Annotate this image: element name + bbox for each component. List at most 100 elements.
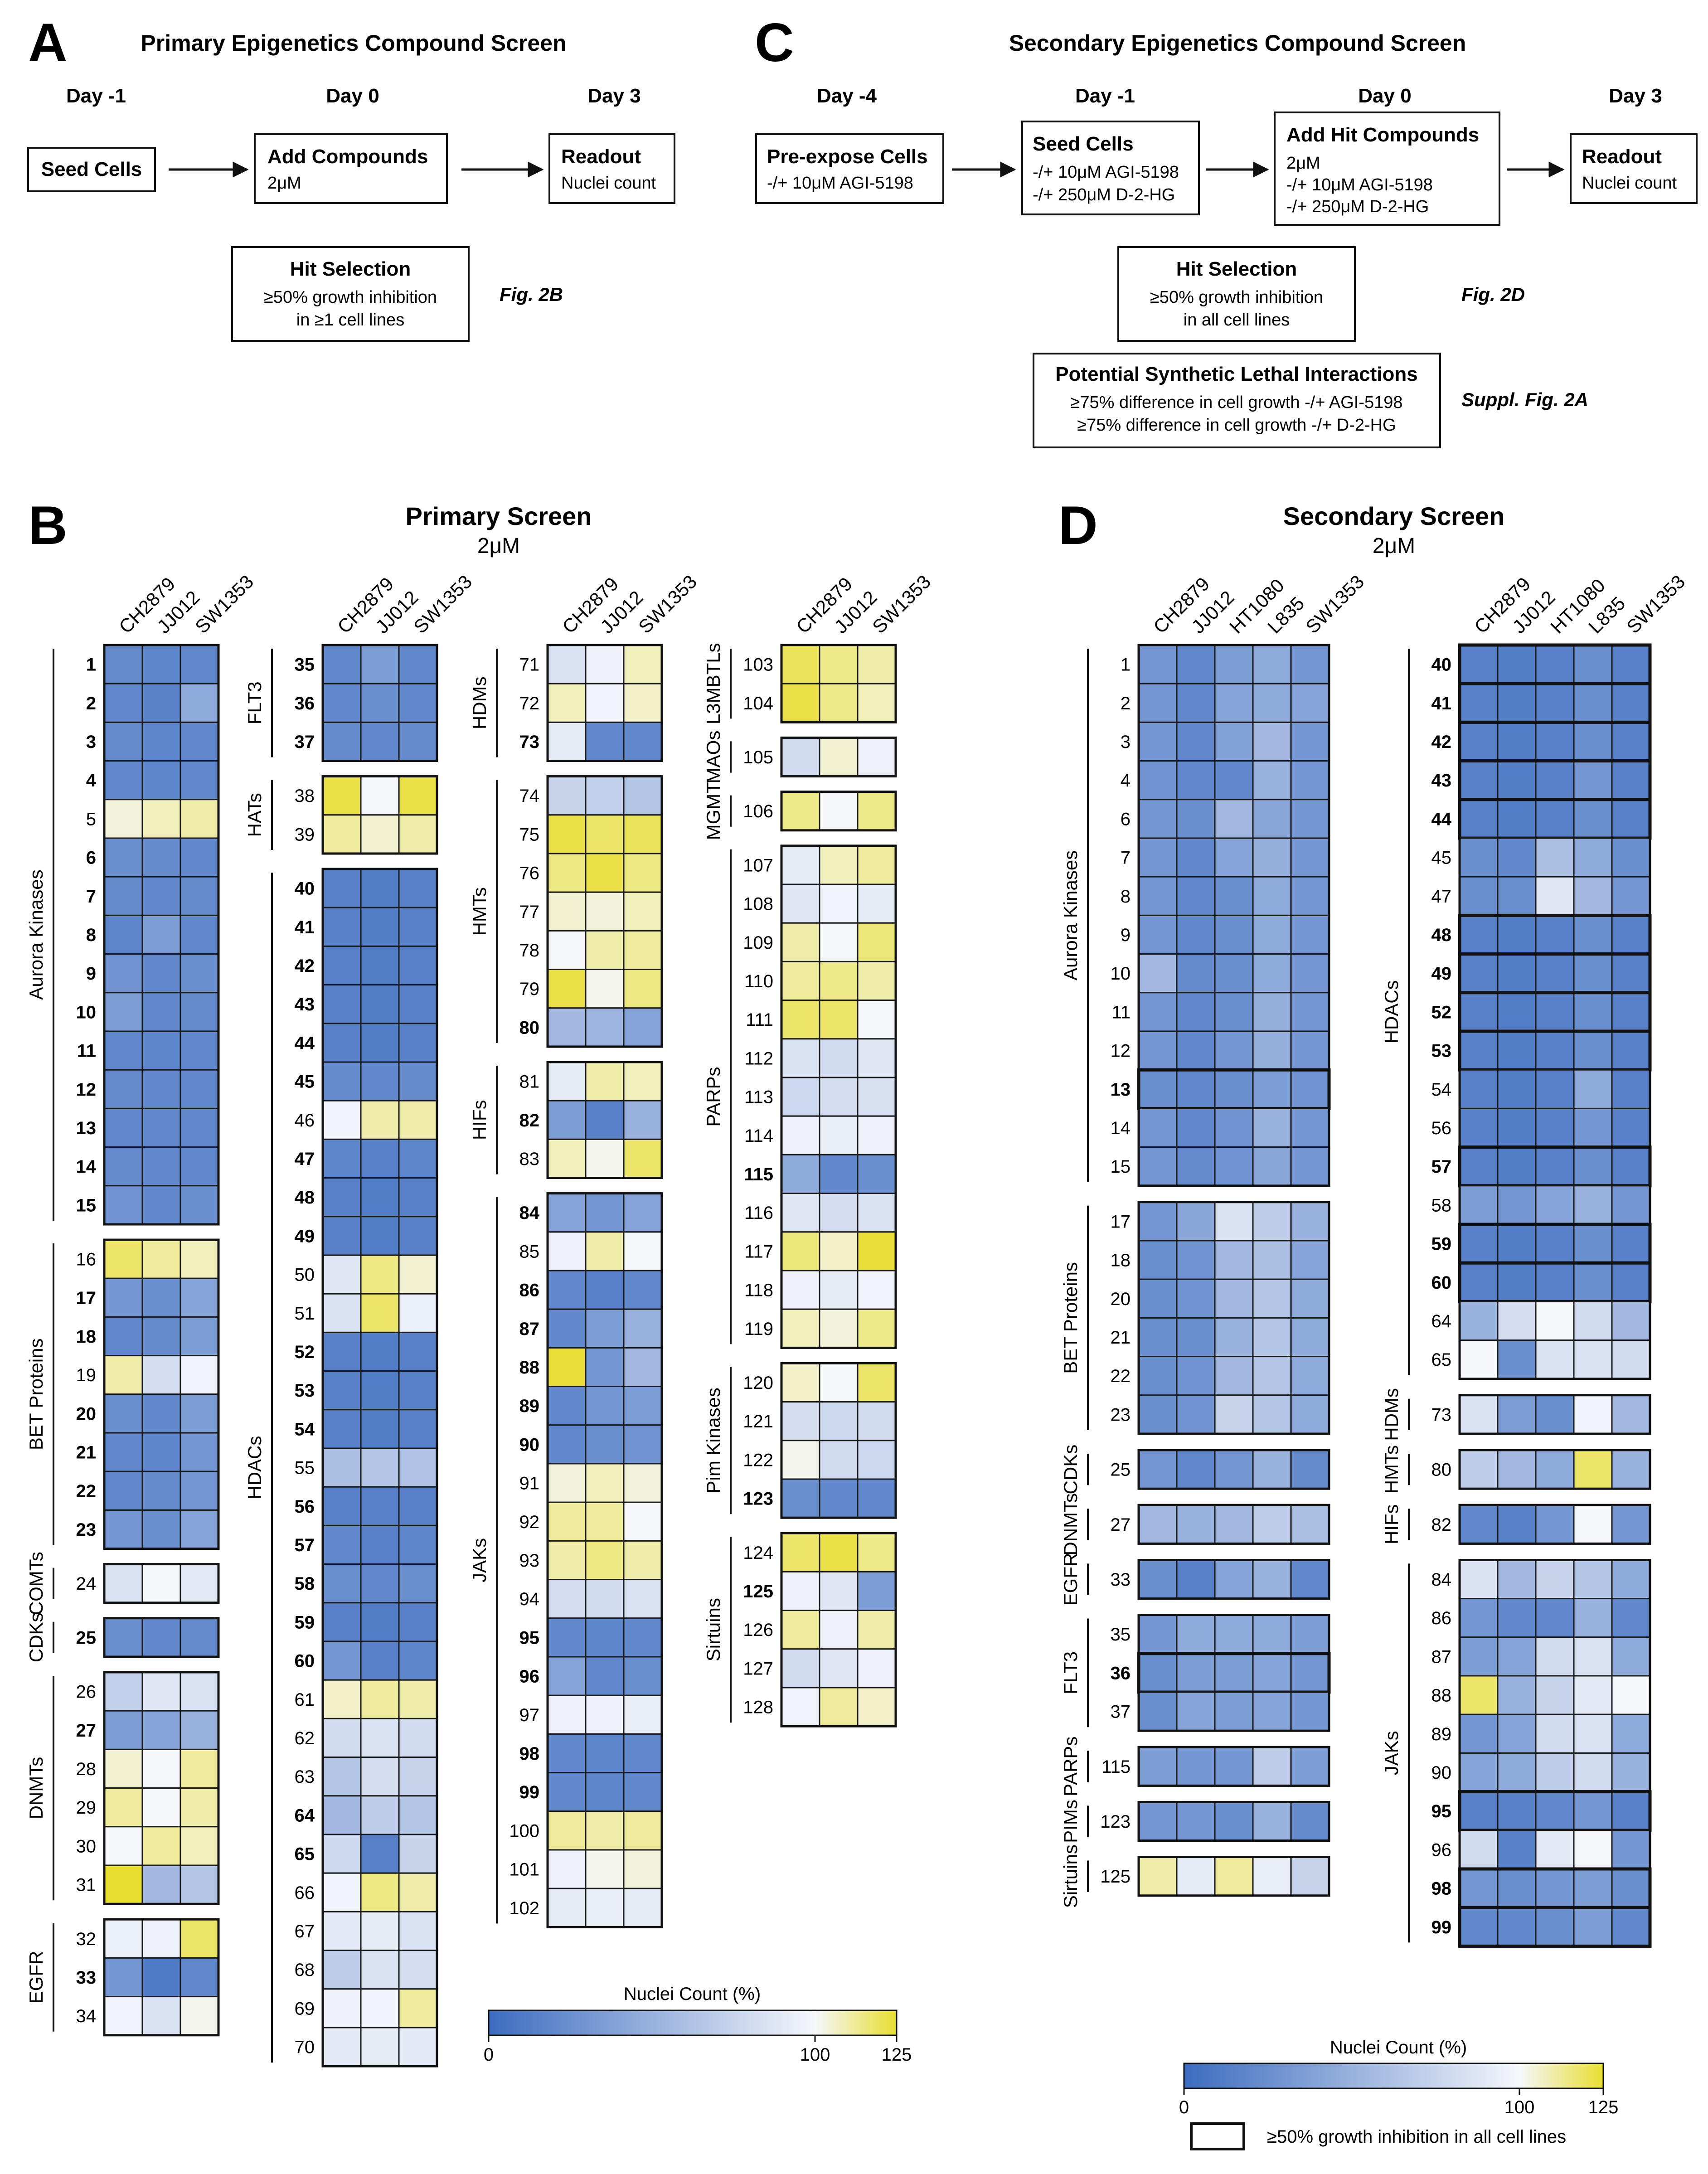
compound-id-label: 65 xyxy=(1431,1350,1452,1370)
heatmap-cell xyxy=(1535,1636,1575,1677)
heatmap-cell xyxy=(1611,1636,1651,1677)
heatmap-cell xyxy=(1252,721,1292,762)
heatmap-cell xyxy=(1176,799,1216,839)
heatmap-cell xyxy=(141,683,181,723)
heatmap-cell xyxy=(547,1772,587,1812)
heatmap-cell xyxy=(1535,1339,1575,1380)
heatmap-cell xyxy=(1138,1653,1178,1693)
compound-id-label: 2 xyxy=(1121,694,1131,713)
heatmap-cell xyxy=(360,984,400,1024)
heatmap-cell xyxy=(1535,992,1575,1032)
heatmap-cell xyxy=(398,776,438,816)
heatmap-cell xyxy=(1459,1069,1499,1109)
heatmap-cell xyxy=(1497,876,1537,916)
day-label: Day 3 xyxy=(587,85,640,107)
panel-c-letter: C xyxy=(755,12,794,73)
heatmap-cell xyxy=(623,1424,663,1465)
group-border xyxy=(780,844,897,1349)
heatmap-cell xyxy=(180,1355,219,1395)
heatmap-cell xyxy=(1176,683,1216,723)
compound-id-label: 32 xyxy=(76,1929,97,1949)
heatmap-cell xyxy=(1252,876,1292,916)
heatmap-cell xyxy=(1459,1146,1499,1187)
compound-class-label: Aurora Kinases xyxy=(1060,850,1081,980)
compound-id-label: 103 xyxy=(743,655,773,675)
heatmap-cell xyxy=(1176,1107,1216,1148)
legend-title: Nuclei Count (%) xyxy=(624,1984,761,2004)
heatmap-cell xyxy=(547,1463,587,1503)
heatmap-cell xyxy=(1497,1791,1537,1831)
compound-class-label: HIFs xyxy=(469,1100,490,1140)
compound-id-label: 41 xyxy=(295,917,315,937)
heatmap-cell xyxy=(1252,1504,1292,1544)
heatmap-cell xyxy=(103,876,143,916)
heatmap-cell xyxy=(623,1810,663,1851)
heatmap-cell xyxy=(1611,1069,1651,1109)
step-title: Add Hit Compounds xyxy=(1286,124,1479,146)
heatmap-cell xyxy=(1573,1636,1613,1677)
step-detail: Nuclei count xyxy=(561,174,656,193)
compound-id-label: 92 xyxy=(519,1512,540,1532)
heatmap-cell xyxy=(623,683,663,723)
heatmap-cell xyxy=(1611,876,1651,916)
heatmap-cell xyxy=(1573,799,1613,839)
heatmap-cell xyxy=(781,1687,820,1727)
heatmap-cell xyxy=(360,907,400,947)
compound-id-label: 8 xyxy=(1121,887,1131,907)
heatmap-cell xyxy=(360,1447,400,1488)
heatmap-cell xyxy=(585,1579,625,1619)
heatmap-cell xyxy=(1611,1185,1651,1225)
heatmap-cell xyxy=(1459,992,1499,1032)
heatmap-cell xyxy=(1459,1713,1499,1754)
compound-id-label: 126 xyxy=(743,1620,773,1640)
heatmap-cell xyxy=(585,814,625,854)
panel-c-title: Secondary Epigenetics Compound Screen xyxy=(1009,30,1466,56)
heatmap-cell xyxy=(1252,992,1292,1032)
compound-id-label: 17 xyxy=(1111,1212,1131,1232)
compound-id-label: 1 xyxy=(86,655,96,675)
heatmap-cell xyxy=(781,644,820,684)
heatmap-cell xyxy=(781,845,820,885)
heatmap-cell xyxy=(1459,799,1499,839)
compound-id-label: 95 xyxy=(1431,1801,1452,1821)
heatmap-cell xyxy=(1176,1559,1216,1600)
heatmap-cell xyxy=(819,1401,859,1441)
heatmap-cell xyxy=(398,644,438,684)
heatmap-cell xyxy=(547,1810,587,1851)
heatmap-cell xyxy=(1459,1598,1499,1638)
heatmap-cell xyxy=(1535,914,1575,955)
heatmap-cell xyxy=(360,945,400,986)
heatmap-cell xyxy=(781,1401,820,1441)
compound-id-label: 39 xyxy=(295,825,315,844)
heatmap-cell xyxy=(585,1849,625,1889)
heatmap-cell xyxy=(141,644,181,684)
heatmap-cell xyxy=(857,1648,897,1689)
hit-selection-box xyxy=(231,246,470,342)
heatmap-cell xyxy=(180,1030,219,1071)
heatmap-cell xyxy=(1573,992,1613,1032)
compound-id-label: 63 xyxy=(295,1767,315,1787)
step-box xyxy=(1274,112,1500,226)
heatmap-cell xyxy=(1611,1262,1651,1302)
compound-id-label: 119 xyxy=(744,1319,773,1339)
compound-id-label: 19 xyxy=(76,1365,97,1385)
compound-id-label: 23 xyxy=(1111,1405,1131,1425)
heatmap-cell xyxy=(1290,721,1330,762)
compound-id-label: 64 xyxy=(1431,1311,1452,1331)
heatmap-cell xyxy=(180,1185,219,1225)
group-border xyxy=(1137,1856,1330,1897)
heatmap-cell xyxy=(623,1386,663,1426)
step-box xyxy=(548,133,675,204)
figure-reference: Fig. 2D xyxy=(1461,284,1525,305)
heatmap-cell xyxy=(398,1216,438,1256)
heatmap-cell xyxy=(103,1470,143,1511)
heatmap-cell xyxy=(1497,1907,1537,1947)
heatmap-cell xyxy=(1138,1691,1178,1732)
heatmap-cell xyxy=(547,644,587,684)
heatmap-cell xyxy=(180,1748,219,1789)
heatmap-cell xyxy=(819,883,859,924)
heatmap-cell xyxy=(322,1254,362,1295)
heatmap-cell xyxy=(322,1409,362,1449)
panel-d-letter: D xyxy=(1058,495,1098,556)
heatmap-cell xyxy=(1573,1675,1613,1715)
